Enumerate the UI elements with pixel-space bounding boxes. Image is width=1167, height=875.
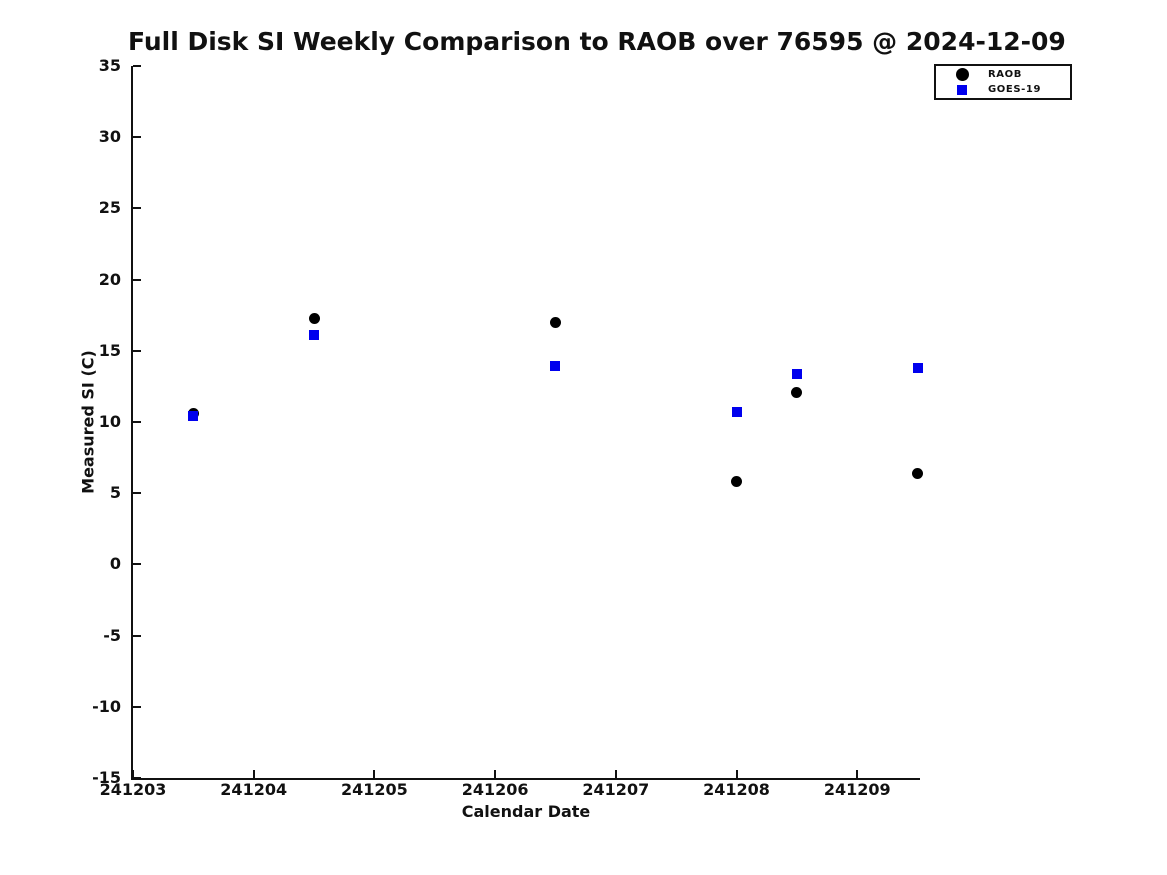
x-tick-label: 241206 <box>461 780 529 799</box>
y-tick-label: 5 <box>109 483 121 503</box>
legend: RAOB GOES-19 <box>934 64 1072 100</box>
y-tick-label: 15 <box>98 340 121 360</box>
legend-label-raob: RAOB <box>988 68 1022 80</box>
legend-item-raob: RAOB <box>936 67 1070 82</box>
y-tick <box>133 634 141 637</box>
y-tick-label: 0 <box>109 554 121 574</box>
data-point-goes-19 <box>188 411 199 422</box>
y-tick <box>133 492 141 495</box>
x-tick <box>856 770 859 778</box>
y-tick-label: 25 <box>98 198 121 218</box>
data-point-goes-19 <box>309 330 320 341</box>
x-tick-label: 241209 <box>823 780 891 799</box>
x-tick-label: 241204 <box>220 780 288 799</box>
goes-19-square-icon <box>936 84 988 95</box>
x-tick <box>373 770 376 778</box>
data-point-raob <box>731 476 743 488</box>
y-tick-label: 20 <box>98 269 121 289</box>
chart-title: Full Disk SI Weekly Comparison to RAOB o… <box>128 27 1066 56</box>
y-tick <box>133 278 141 281</box>
x-tick <box>735 770 738 778</box>
y-tick <box>133 349 141 352</box>
plot-area: 241203 241204 241205 241206 241207 241208 2412… <box>92 56 924 799</box>
legend-label-goes-19: GOES-19 <box>988 84 1042 96</box>
y-tick <box>133 65 141 67</box>
y-tick <box>133 705 141 708</box>
y-tick <box>133 563 141 566</box>
y-tick-label: 35 <box>98 56 121 75</box>
data-point-raob <box>791 386 803 398</box>
x-tick <box>494 770 497 778</box>
data-point-raob <box>549 316 561 328</box>
y-tick <box>133 421 141 423</box>
raob-circle-icon <box>936 67 988 81</box>
x-axis-label: Calendar Date <box>461 802 591 821</box>
data-point-goes-19 <box>731 407 742 418</box>
data-point-goes-19 <box>912 362 923 373</box>
x-tick-label: 241208 <box>703 780 770 799</box>
data-point-raob <box>308 312 320 324</box>
y-tick-label: 10 <box>98 412 121 431</box>
data-point-goes-19 <box>550 361 561 372</box>
x-tick <box>252 770 255 778</box>
legend-item-goes-19: GOES-19 <box>936 82 1070 97</box>
data-point-goes-19 <box>791 368 802 379</box>
y-tick-label: -10 <box>92 696 121 716</box>
y-tick-label: -5 <box>103 625 121 645</box>
y-tick-label: 30 <box>98 127 121 147</box>
x-tick-label: 241205 <box>341 780 408 799</box>
y-tick-label: -15 <box>92 768 121 787</box>
y-tick <box>133 207 141 210</box>
data-point-raob <box>912 467 924 479</box>
y-tick <box>133 777 141 779</box>
x-tick-label: 241203 <box>99 780 167 799</box>
x-tick <box>132 770 134 778</box>
x-tick <box>614 770 617 778</box>
y-tick <box>133 136 141 139</box>
x-tick-label: 241207 <box>582 780 650 799</box>
